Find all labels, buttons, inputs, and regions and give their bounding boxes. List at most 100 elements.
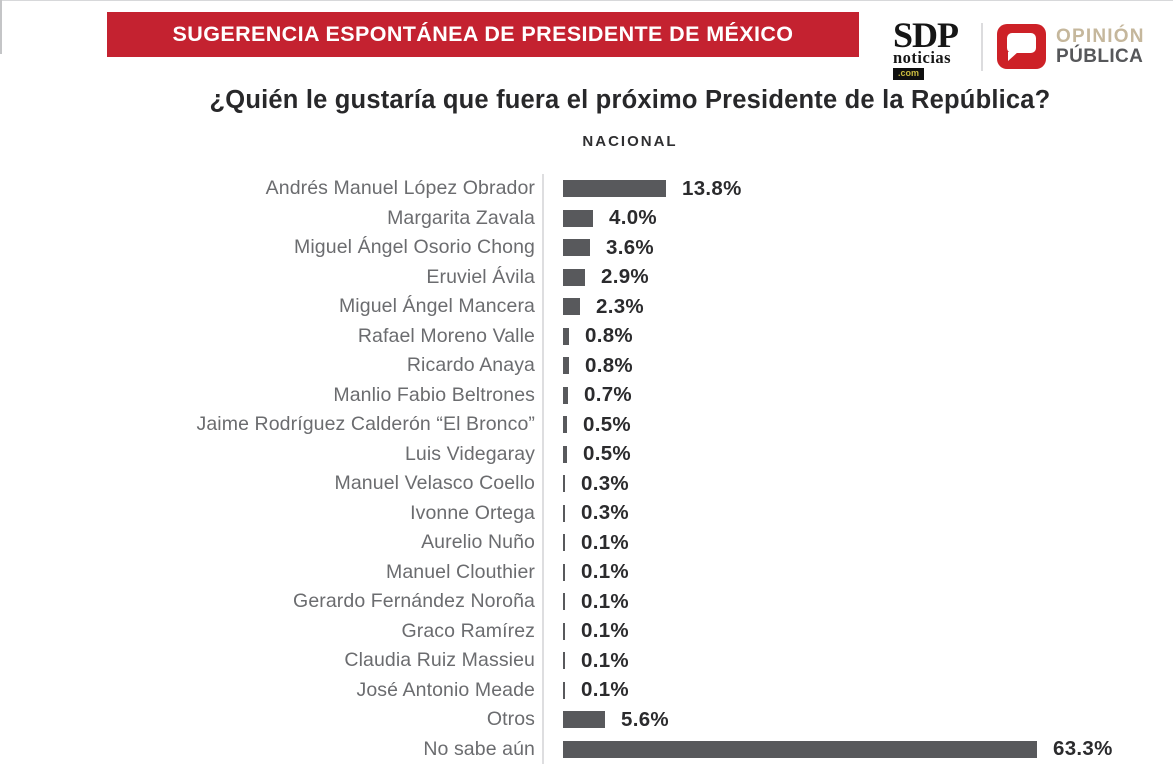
bar-row: Andrés Manuel López Obrador 13.8% [0, 174, 1173, 204]
image-left-border [0, 0, 2, 54]
value-label: 0.5% [583, 442, 631, 466]
candidate-label: Miguel Ángel Mancera [338, 295, 535, 318]
bar-row: Manlio Fabio Beltrones 0.7% [0, 380, 1173, 410]
candidate-label: Gerardo Fernández Noroña [293, 590, 535, 613]
candidate-label: Luis Videgaray [404, 442, 535, 465]
bar-plot-area: 0.7% [542, 380, 1173, 410]
value-bar [563, 298, 580, 316]
bar-row: Jaime Rodríguez Calderón “El Bronco” 0.5% [0, 410, 1173, 440]
bar-row: Aurelio Nuño 0.1% [0, 528, 1173, 558]
value-label: 0.5% [583, 412, 631, 436]
candidate-label: Jaime Rodríguez Calderón “El Bronco” [196, 413, 535, 436]
value-label: 3.6% [606, 235, 654, 259]
bar-plot-area: 0.5% [542, 410, 1173, 440]
candidate-label: Manuel Clouthier [385, 560, 535, 583]
bar-plot-area: 5.6% [542, 705, 1173, 735]
survey-question-title: ¿Quién le gustaría que fuera el próximo … [209, 86, 1051, 114]
bar-row: Eruviel Ávila 2.9% [0, 262, 1173, 292]
candidate-label: Manlio Fabio Beltrones [333, 383, 535, 406]
value-bar [563, 386, 568, 404]
banner-title: SUGERENCIA ESPONTÁNEA DE PRESIDENTE DE M… [172, 22, 794, 46]
opinion-publica-logo: OPINIÓN PÚBLICA [1056, 25, 1145, 67]
value-label: 0.3% [581, 471, 629, 495]
value-bar [563, 504, 565, 522]
value-label: 0.8% [585, 353, 633, 377]
value-label: 0.1% [581, 619, 629, 643]
bar-row: Miguel Ángel Osorio Chong 3.6% [0, 233, 1173, 263]
sdp-com-badge: .com [893, 68, 925, 81]
value-label: 63.3% [1053, 737, 1113, 761]
bar-row: Rafael Moreno Valle 0.8% [0, 321, 1173, 351]
candidate-label: Margarita Zavala [387, 206, 535, 229]
value-label: 13.8% [682, 176, 742, 200]
chart-subtitle-nacional: NACIONAL [582, 133, 678, 150]
bar-plot-area: 0.3% [542, 498, 1173, 528]
value-label: 0.1% [581, 589, 629, 613]
bar-row: Miguel Ángel Mancera 2.3% [0, 292, 1173, 322]
bar-plot-area: 0.1% [542, 646, 1173, 676]
bar-plot-area: 13.8% [542, 174, 1173, 204]
opinion-text: OPINIÓN [1056, 25, 1145, 47]
bar-row: Margarita Zavala 4.0% [0, 203, 1173, 233]
speech-bubble-body [1007, 33, 1036, 54]
candidate-label: Otros [486, 708, 535, 731]
bar-row: Ivonne Ortega 0.3% [0, 498, 1173, 528]
bar-plot-area: 0.3% [542, 469, 1173, 499]
sdp-noticias-logo: SDP noticias .com [893, 13, 971, 81]
bar-plot-area: 0.1% [542, 616, 1173, 646]
bar-plot-area: 0.1% [542, 557, 1173, 587]
value-label: 0.1% [581, 678, 629, 702]
candidate-label: Ricardo Anaya [406, 354, 535, 377]
value-label: 0.7% [584, 383, 632, 407]
value-bar [563, 268, 585, 286]
candidate-label: Aurelio Nuño [421, 531, 535, 554]
bar-row: Claudia Ruiz Massieu 0.1% [0, 646, 1173, 676]
candidate-label: Graco Ramírez [401, 619, 535, 642]
value-bar [563, 534, 565, 552]
value-bar [563, 593, 565, 611]
bar-plot-area: 63.3% [542, 734, 1173, 764]
value-label: 0.8% [585, 324, 633, 348]
bar-row: Luis Videgaray 0.5% [0, 439, 1173, 469]
candidate-label: No sabe aún [423, 737, 535, 760]
bar-row: No sabe aún 63.3% [0, 734, 1173, 764]
image-top-border [0, 0, 1173, 1]
value-bar [563, 445, 567, 463]
bar-row: Manuel Velasco Coello 0.3% [0, 469, 1173, 499]
value-label: 0.1% [581, 560, 629, 584]
candidate-label: Miguel Ángel Osorio Chong [294, 236, 535, 259]
bar-row: Manuel Clouthier 0.1% [0, 557, 1173, 587]
bar-plot-area: 3.6% [542, 233, 1173, 263]
bar-chart: Andrés Manuel López Obrador 13.8% Margarit… [0, 174, 1173, 764]
bar-plot-area: 2.9% [542, 262, 1173, 292]
value-label: 0.1% [581, 648, 629, 672]
candidate-label: Andrés Manuel López Obrador [265, 177, 535, 200]
bar-plot-area: 0.1% [542, 528, 1173, 558]
bar-plot-area: 0.8% [542, 321, 1173, 351]
publica-text: PÚBLICA [1056, 45, 1144, 67]
value-bar [563, 652, 565, 670]
bar-row: Gerardo Fernández Noroña 0.1% [0, 587, 1173, 617]
value-label: 4.0% [609, 206, 657, 230]
logo-divider [981, 22, 983, 71]
value-bar [563, 740, 1037, 758]
speech-bubble-tail [1008, 52, 1018, 62]
bar-plot-area: 4.0% [542, 203, 1173, 233]
bar-plot-area: 0.1% [542, 675, 1173, 705]
bar-plot-area: 0.5% [542, 439, 1173, 469]
candidate-label: José Antonio Meade [356, 678, 535, 701]
value-label: 2.9% [601, 265, 649, 289]
candidate-label: Rafael Moreno Valle [357, 324, 535, 347]
candidate-label: Claudia Ruiz Massieu [344, 649, 535, 672]
value-label: 2.3% [596, 294, 644, 318]
value-label: 0.1% [581, 530, 629, 554]
value-bar [563, 563, 565, 581]
bar-plot-area: 0.1% [542, 587, 1173, 617]
bar-row: Graco Ramírez 0.1% [0, 616, 1173, 646]
value-bar [563, 180, 666, 198]
value-label: 0.3% [581, 501, 629, 525]
value-bar [563, 475, 565, 493]
sdp-noticias-text: noticias [893, 48, 952, 68]
value-bar [563, 327, 569, 345]
brand-logos: SDP noticias .com OPINIÓN PÚBLICA [893, 13, 1145, 81]
